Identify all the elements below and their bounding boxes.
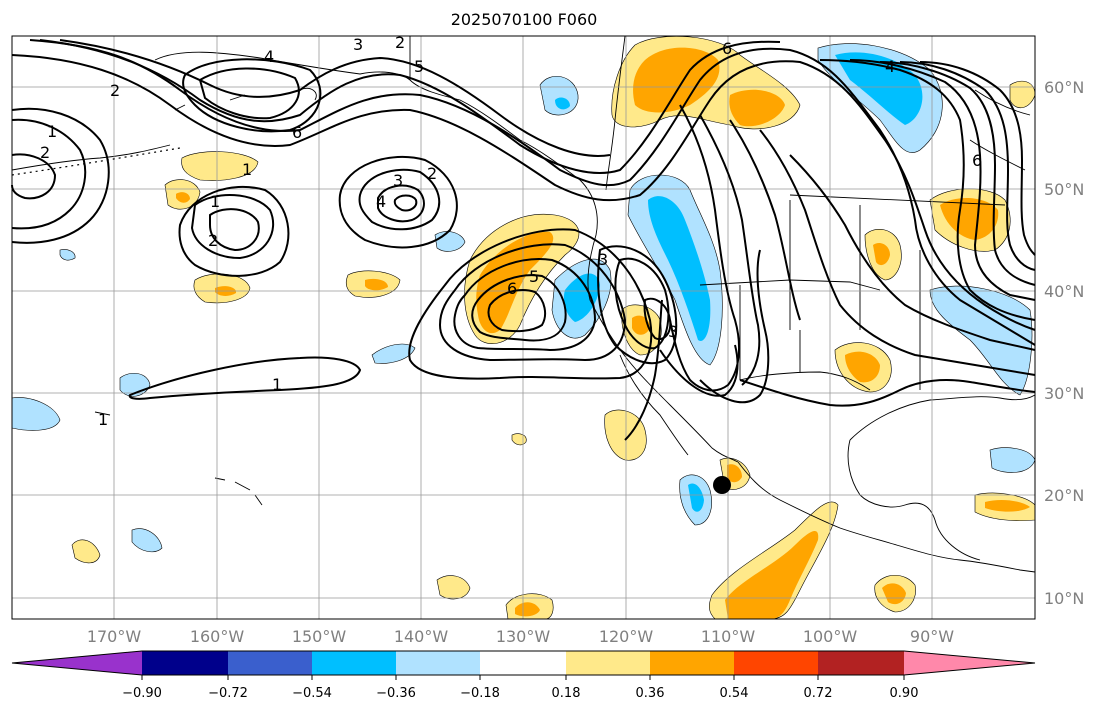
- colorbar-segment: [396, 651, 480, 675]
- lon-label: 170°W: [87, 627, 142, 646]
- colorbar-tick-label: 0.36: [636, 686, 665, 701]
- lon-label: 90°W: [910, 627, 954, 646]
- colorbar-tick-label: 0.18: [552, 686, 581, 701]
- contour-label: 2: [110, 81, 120, 100]
- contour-label: 6: [972, 151, 982, 170]
- colorbar-extend-max: [904, 651, 1035, 675]
- contour-label: 6: [722, 39, 732, 58]
- lat-label: 50°N: [1044, 180, 1084, 199]
- longitude-labels: 170°W 160°W 150°W 140°W 130°W 120°W 110°…: [87, 627, 954, 646]
- colorbar-segment: [818, 651, 904, 675]
- colorbar-extend-min: [12, 651, 142, 675]
- contour-label: 4: [376, 192, 386, 211]
- contour-label: 5: [414, 57, 424, 76]
- contour-label: 1: [98, 410, 108, 429]
- colorbar-segment: [734, 651, 818, 675]
- lat-label: 20°N: [1044, 486, 1084, 505]
- contour-label: 6: [507, 279, 517, 298]
- colorbar-tick-label: 0.72: [804, 686, 833, 701]
- contour-label: 3: [668, 322, 678, 341]
- lon-label: 100°W: [803, 627, 858, 646]
- lon-label: 110°W: [701, 627, 756, 646]
- map-panel: 4 3 2 5 6 1 2 1 1 2 3 2 4 6 5 3 3 1 1 2 …: [11, 33, 1036, 620]
- contour-label: 1: [272, 375, 282, 394]
- colorbar: −0.90 −0.72 −0.54 −0.36 −0.18 0.18 0.36 …: [11, 650, 1036, 701]
- colorbar-tick-label: −0.90: [122, 686, 162, 701]
- contour-label: 2: [427, 164, 437, 183]
- map-title: 2025070100 F060: [450, 10, 598, 29]
- colorbar-tick-label: 0.54: [720, 686, 749, 701]
- contour-label: 6: [292, 123, 302, 142]
- colorbar-segment: [650, 651, 734, 675]
- contour-label: 2: [40, 143, 50, 162]
- lat-label: 30°N: [1044, 384, 1084, 403]
- lon-label: 140°W: [394, 627, 449, 646]
- contour-label: 1: [47, 122, 57, 141]
- location-marker: [713, 476, 731, 494]
- contour-label: 2: [395, 33, 405, 52]
- height-contours: [11, 39, 1036, 441]
- colorbar-segment: [566, 651, 650, 675]
- contour-label: 2: [208, 231, 218, 250]
- colorbar-tick-label: −0.54: [292, 686, 332, 701]
- lon-label: 150°W: [292, 627, 347, 646]
- contour-label: 3: [353, 35, 363, 54]
- latitude-labels: 60°N 50°N 40°N 30°N 20°N 10°N: [1044, 78, 1084, 608]
- contour-label: 5: [529, 267, 539, 286]
- colorbar-tick-label: −0.72: [208, 686, 248, 701]
- colorbar-segment: [480, 651, 566, 675]
- negative-anomaly-shading: [11, 43, 1036, 553]
- lon-label: 120°W: [599, 627, 654, 646]
- contour-labels: 4 3 2 5 6 1 2 1 1 2 3 2 4 6 5 3 3 1 1 2 …: [40, 33, 982, 429]
- colorbar-segment: [228, 651, 312, 675]
- colorbar-tick-label: 0.90: [890, 686, 919, 701]
- contour-label: 4: [264, 47, 274, 66]
- lat-label: 60°N: [1044, 78, 1084, 97]
- colorbar-tick-label: −0.36: [376, 686, 416, 701]
- lon-label: 130°W: [496, 627, 551, 646]
- colorbar-segment: [142, 651, 228, 675]
- lon-label: 160°W: [190, 627, 245, 646]
- colorbar-tick-label: −0.18: [460, 686, 500, 701]
- contour-label: 1: [210, 192, 220, 211]
- contour-label: 3: [598, 250, 608, 269]
- contour-label: 4: [885, 57, 895, 76]
- lat-label: 10°N: [1044, 589, 1084, 608]
- contour-label: 1: [242, 160, 252, 179]
- colorbar-segment: [312, 651, 396, 675]
- contour-label: 3: [393, 171, 403, 190]
- lat-label: 40°N: [1044, 282, 1084, 301]
